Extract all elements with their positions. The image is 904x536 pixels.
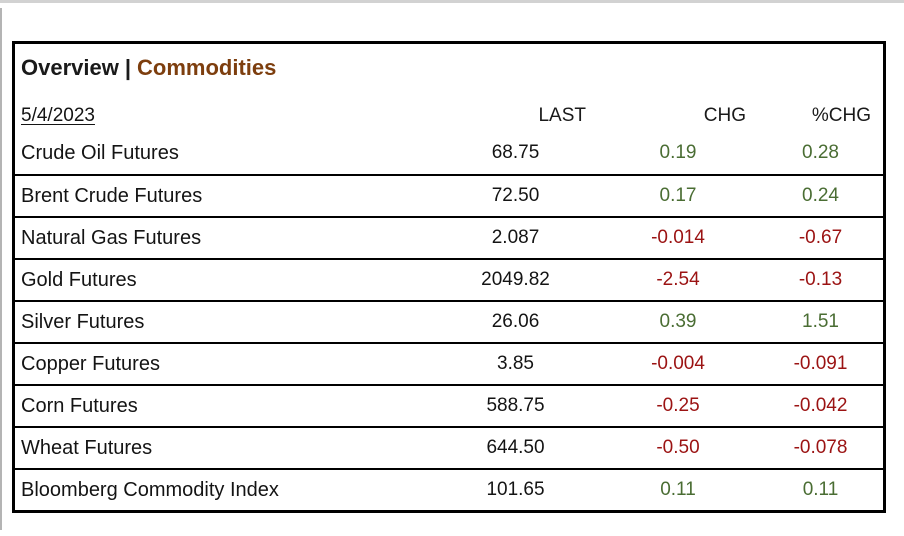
table-row: Corn Futures 588.75 -0.25 -0.042 — [15, 384, 883, 426]
last-value: 26.06 — [491, 311, 540, 332]
table-header-row: 5/4/2023 LAST CHG %CHG — [15, 96, 883, 132]
chg-value: -0.50 — [656, 437, 700, 458]
page-title: Overview | Commodities — [15, 44, 883, 96]
last-value: 2049.82 — [481, 269, 550, 290]
instrument-name: Gold Futures — [21, 268, 137, 291]
column-header-last: LAST — [538, 105, 586, 126]
pct-chg-value: 1.51 — [802, 311, 839, 332]
last-value: 101.65 — [486, 479, 545, 500]
chg-value: -0.004 — [651, 353, 705, 374]
pct-chg-value: 0.28 — [802, 142, 839, 163]
instrument-name: Corn Futures — [21, 394, 138, 417]
last-value: 2.087 — [491, 227, 540, 248]
chg-value: -0.25 — [656, 395, 700, 416]
window-left-edge — [0, 8, 2, 530]
table-row: Crude Oil Futures 68.75 0.19 0.28 — [15, 132, 883, 174]
instrument-name: Silver Futures — [21, 310, 145, 333]
table-row: Brent Crude Futures 72.50 0.17 0.24 — [15, 174, 883, 216]
instrument-name: Natural Gas Futures — [21, 226, 202, 249]
chg-value: -0.014 — [651, 227, 705, 248]
last-value: 588.75 — [486, 395, 545, 416]
table-row: Bloomberg Commodity Index 101.65 0.11 0.… — [15, 468, 883, 510]
instrument-name: Crude Oil Futures — [21, 141, 179, 164]
table-row: Wheat Futures 644.50 -0.50 -0.078 — [15, 426, 883, 468]
table-row: Gold Futures 2049.82 -2.54 -0.13 — [15, 258, 883, 300]
table-row: Copper Futures 3.85 -0.004 -0.091 — [15, 342, 883, 384]
pct-chg-value: -0.078 — [793, 437, 848, 458]
table-row: Natural Gas Futures 2.087 -0.014 -0.67 — [15, 216, 883, 258]
instrument-name: Copper Futures — [21, 352, 160, 375]
table-row: Silver Futures 26.06 0.39 1.51 — [15, 300, 883, 342]
pct-chg-value: 0.11 — [802, 479, 839, 500]
commodities-overview-panel: Overview | Commodities 5/4/2023 LAST CHG %… — [12, 41, 886, 513]
last-value: 3.85 — [497, 353, 534, 374]
chg-value: 0.11 — [660, 479, 696, 500]
instrument-name: Brent Crude Futures — [21, 184, 203, 207]
table-body: Crude Oil Futures 68.75 0.19 0.28 Brent … — [15, 132, 883, 510]
window-top-edge — [0, 0, 904, 3]
title-commodities: Commodities — [137, 55, 277, 80]
last-value: 644.50 — [486, 437, 545, 458]
instrument-name: Wheat Futures — [21, 436, 153, 459]
chg-value: -2.54 — [656, 269, 700, 290]
column-header-chg: CHG — [703, 105, 746, 126]
column-header-pct-chg: %CHG — [811, 105, 871, 126]
chg-value: 0.19 — [659, 142, 697, 163]
pct-chg-value: -0.13 — [798, 269, 843, 290]
chg-value: 0.17 — [659, 185, 697, 206]
last-value: 68.75 — [491, 142, 540, 163]
pct-chg-value: 0.24 — [802, 185, 839, 206]
instrument-name: Bloomberg Commodity Index — [21, 478, 279, 501]
pct-chg-value: -0.091 — [793, 353, 848, 374]
chg-value: 0.39 — [659, 311, 697, 332]
date-link[interactable]: 5/4/2023 — [21, 105, 95, 126]
pct-chg-value: -0.042 — [793, 395, 848, 416]
pct-chg-value: -0.67 — [798, 227, 843, 248]
title-overview: Overview — [21, 55, 119, 80]
last-value: 72.50 — [491, 185, 540, 206]
title-separator: | — [124, 55, 131, 80]
